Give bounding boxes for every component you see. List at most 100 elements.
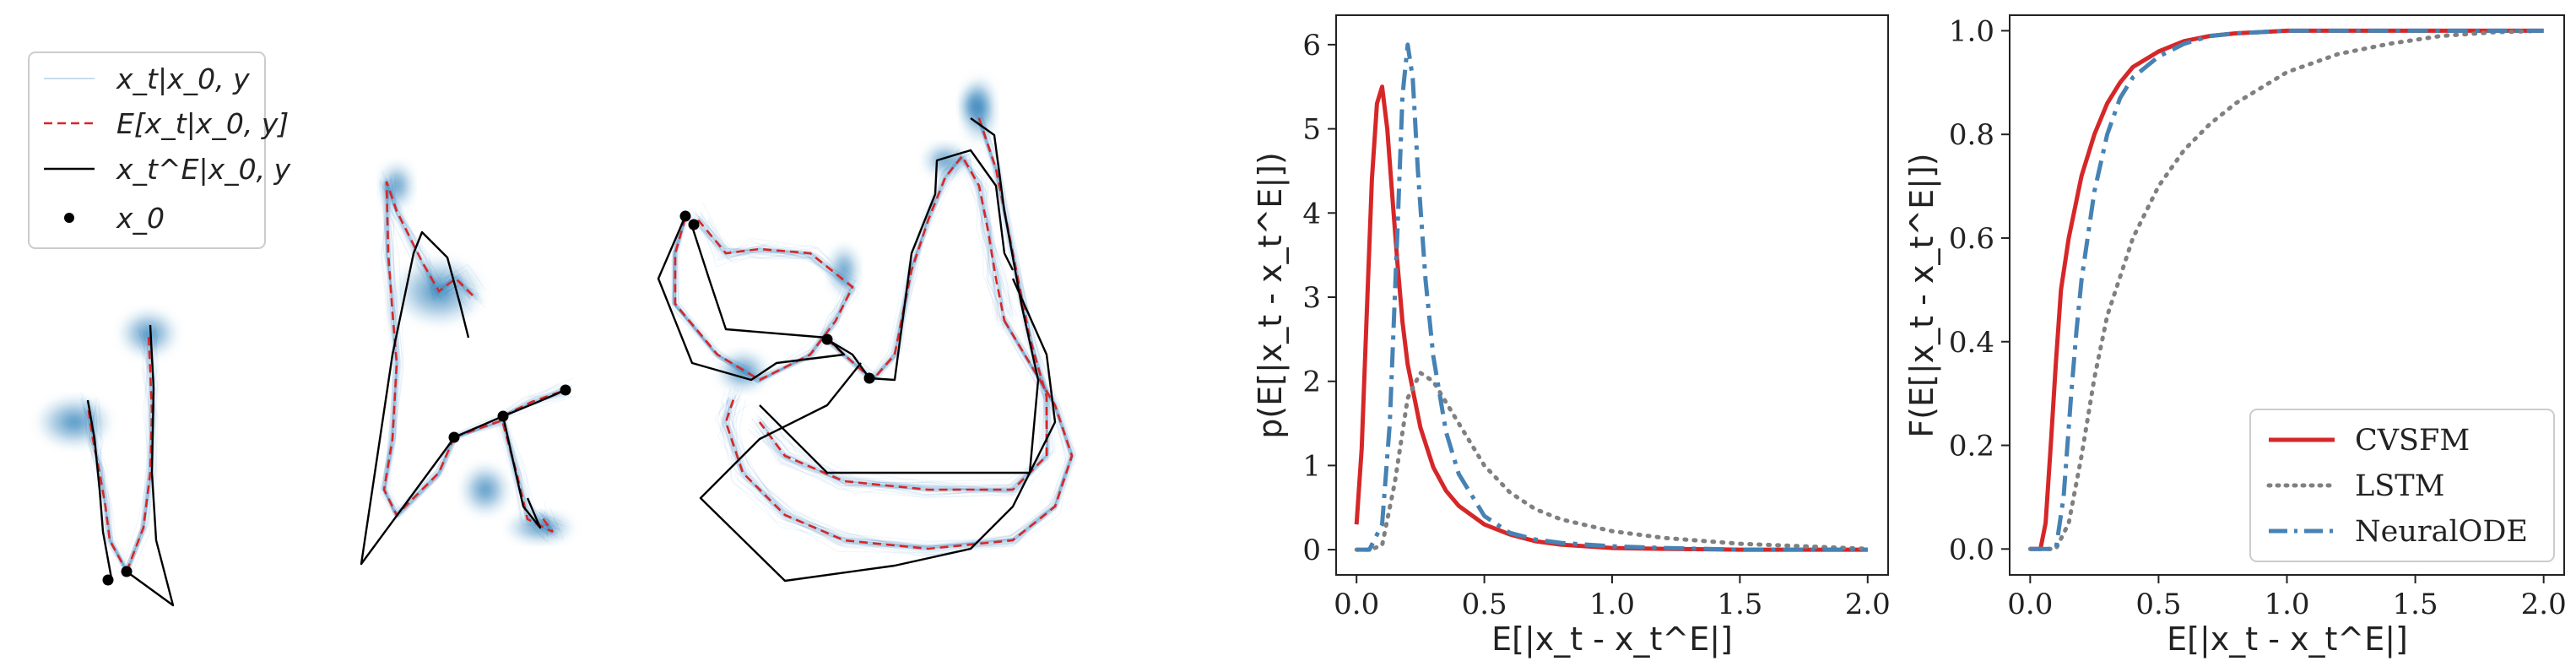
sample-trajectory [127,330,153,573]
sample-trajectory [499,395,573,415]
expert-trajectory [759,117,1040,474]
sample-trajectory [129,333,159,570]
sample-trajectory [674,216,847,380]
sample-trajectory [501,377,573,414]
trajectory-panel: x_t|x_0, y E[x_t|x_0, y] x_t^E|x_0, y x_… [28,51,1078,607]
cdf-ticks: 0.0 0.5 1.0 1.5 2.0 0.0 0.2 0.4 0.6 0.8 1.0 [1949,14,2567,621]
density-ytick-label: 1 [1302,449,1321,483]
trajectory-legend-frame [28,51,266,249]
sample-trajectory [677,214,853,376]
expert-trajectory [502,388,566,418]
sample-trajectory [125,331,150,573]
sample-trajectory [453,420,549,544]
sample-trajectory [125,331,150,573]
sample-trajectory [722,320,1073,550]
start-point [688,219,700,230]
expert-trajectory [826,149,1015,382]
sample-trajectory [124,327,150,572]
sample-trajectory [728,322,1069,550]
density-plot-frame [1335,14,1889,576]
density-xtick-label: 0.5 [1462,588,1507,621]
legend-expert-label: x_t^E|x_0, y [116,153,291,186]
density-series-lstm [1354,371,1870,552]
sample-trajectory [127,339,157,572]
density-xtick-label: 1.5 [1717,588,1762,621]
sample-trajectory [771,114,1055,483]
cdf-ytick-label: 1.0 [1949,14,1994,48]
endpoint-cloud [462,464,509,515]
cdf-legend-cvsfm-label: CVSFM [2355,424,2470,458]
sample-trajectory [456,422,565,540]
mean-trajectory [382,181,474,518]
density-xtick-label: 1.0 [1589,588,1635,621]
mean-trajectory [674,217,854,382]
density-xlabel: E[|x_t - x_t^E|] [1491,621,1733,658]
trajectory-legend: x_t|x_0, y E[x_t|x_0, y] x_t^E|x_0, y x_… [28,51,291,249]
sample-trajectory [502,383,562,416]
sample-trajectory [504,387,571,415]
cdf-xtick-label: 2.0 [2521,588,2567,621]
cdf-ytick-label: 0.0 [1949,533,1994,566]
cdf-legend-frame [2249,409,2555,562]
cdf-ytick-label: 0.2 [1949,430,1994,463]
sample-trajectory [128,333,160,570]
endpoint-cloud [380,162,414,209]
sample-trajectory [673,210,860,380]
density-ytick-label: 6 [1302,29,1321,62]
sample-trajectory [674,215,850,379]
sample-trajectory [125,330,154,573]
sample-trajectory [671,202,849,374]
sample-trajectory [125,327,153,571]
sample-trajectory [755,117,1057,497]
sample-trajectory [672,215,850,381]
sample-trajectory [719,317,1077,542]
start-point [679,210,691,222]
endpoint-cloud [120,310,177,357]
sample-trajectory [501,390,562,417]
sample-trajectory [824,151,1003,377]
sample-trajectory [771,116,1053,492]
sample-trajectory [125,328,153,572]
density-series-cvsfm [1354,84,1868,552]
density-series-neuralode [1356,42,1868,552]
cdf-legend-neuralode-label: NeuralODE [2355,515,2528,549]
sample-trajectory [123,331,151,571]
density-xtick-label: 2.0 [1845,588,1891,621]
start-point [863,372,875,384]
sample-trajectory [125,337,156,575]
density-ylabel: p(E[|x_t - x_t^E|]) [1252,152,1290,439]
sample-trajectory [763,120,1045,496]
sample-trajectory [674,217,853,379]
sample-trajectory [123,327,154,572]
sample-trajectory [127,334,155,573]
sample-trajectory [732,319,1074,547]
legend-mean-label: E[x_t|x_0, y] [116,107,289,140]
legend-start-swatch [64,213,74,223]
density-ytick-label: 3 [1302,281,1321,315]
sample-trajectory [831,157,1014,377]
sample-trajectory [673,213,856,381]
sample-trajectory [674,211,856,377]
cdf-legend: CVSFM LSTM NeuralODE [2249,409,2555,562]
start-point [821,333,833,345]
mean-trajectory [724,320,1074,550]
endpoint-cloud [829,245,859,295]
sample-trajectory [674,219,856,380]
density-ytick-label: 2 [1302,366,1321,399]
expert-trajectory [360,230,470,566]
cdf-xtick-label: 1.0 [2264,588,2309,621]
sample-trajectory [674,216,852,382]
sample-trajectory [676,214,852,373]
start-point [121,566,133,577]
mean-trajectory [125,333,154,572]
endpoint-cloud [960,85,990,126]
sample-trajectory [673,217,856,382]
sample-trajectory [674,212,855,380]
sample-trajectory [129,324,158,569]
expert-trajectory [657,215,846,382]
sample-trajectory [674,214,852,379]
expert-trajectory [453,415,542,529]
sample-trajectory [127,339,158,574]
sample-trajectory [672,217,855,379]
